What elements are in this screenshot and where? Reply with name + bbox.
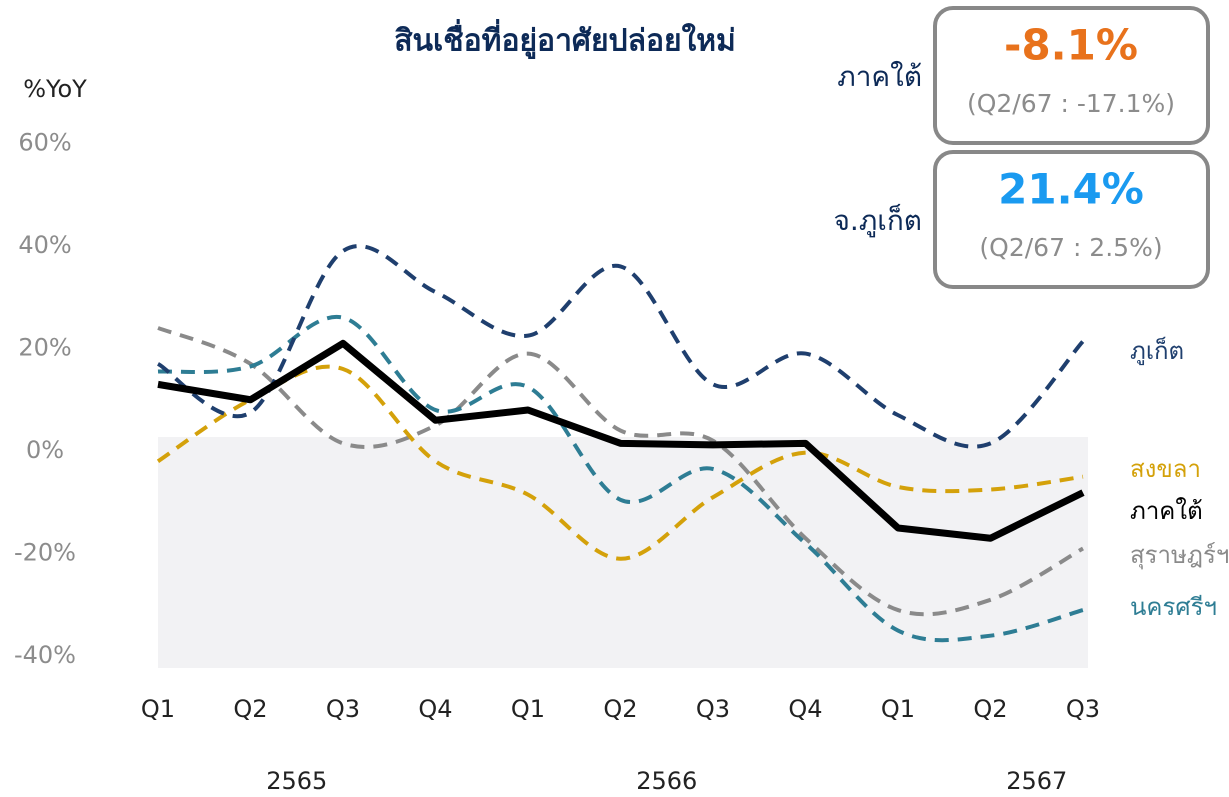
series-label: ภูเก็ต (1130, 336, 1184, 366)
year-label: 2566 (636, 767, 697, 795)
year-label: 2565 (266, 767, 327, 795)
series-line (156, 244, 1085, 449)
series-line (157, 314, 1084, 643)
series-label: สุราษฎร์ฯ (1130, 541, 1229, 570)
x-tick-label: Q2 (603, 695, 637, 723)
y-tick-label: 0% (26, 436, 64, 464)
callout-value: -8.1% (1004, 21, 1138, 70)
callout-value: 21.4% (998, 165, 1144, 214)
series-line (156, 364, 1084, 561)
x-tick-label: Q1 (881, 695, 915, 723)
series-line (157, 339, 1085, 542)
series-label: สงขลา (1130, 455, 1201, 483)
series-label: ภาคใต้ (1130, 497, 1203, 525)
x-tick-label: Q3 (696, 695, 730, 723)
shaded-area (158, 437, 1088, 668)
year-label: 2567 (1006, 767, 1067, 795)
callout-box (933, 6, 1210, 145)
series-label: นครศรีฯ (1130, 593, 1217, 621)
x-tick-label: Q2 (973, 695, 1007, 723)
x-tick-label: Q1 (141, 695, 175, 723)
y-tick-label: 40% (18, 231, 71, 259)
chart-title: สินเชื่อที่อยู่อาศัยปล่อยใหม่ (394, 19, 736, 60)
y-tick-label: -40% (14, 641, 76, 669)
x-tick-label: Q3 (326, 695, 360, 723)
x-tick-label: Q3 (1066, 695, 1100, 723)
x-tick-label: Q1 (511, 695, 545, 723)
callout-box (933, 150, 1210, 289)
y-tick-label: -20% (14, 539, 76, 567)
x-tick-label: Q2 (233, 695, 267, 723)
y-tick-label: 20% (18, 333, 71, 361)
y-tick-label: 60% (18, 128, 71, 156)
callout-sub: (Q2/67 : -17.1%) (967, 89, 1175, 118)
callout-sub: (Q2/67 : 2.5%) (979, 233, 1162, 262)
series-line (157, 326, 1084, 617)
callout-label: ภาคใต้ (837, 60, 922, 93)
y-axis-label: %YoY (23, 75, 87, 103)
callout-label: จ.ภูเก็ต (834, 203, 922, 238)
x-tick-label: Q4 (788, 695, 822, 723)
x-tick-label: Q4 (418, 695, 452, 723)
